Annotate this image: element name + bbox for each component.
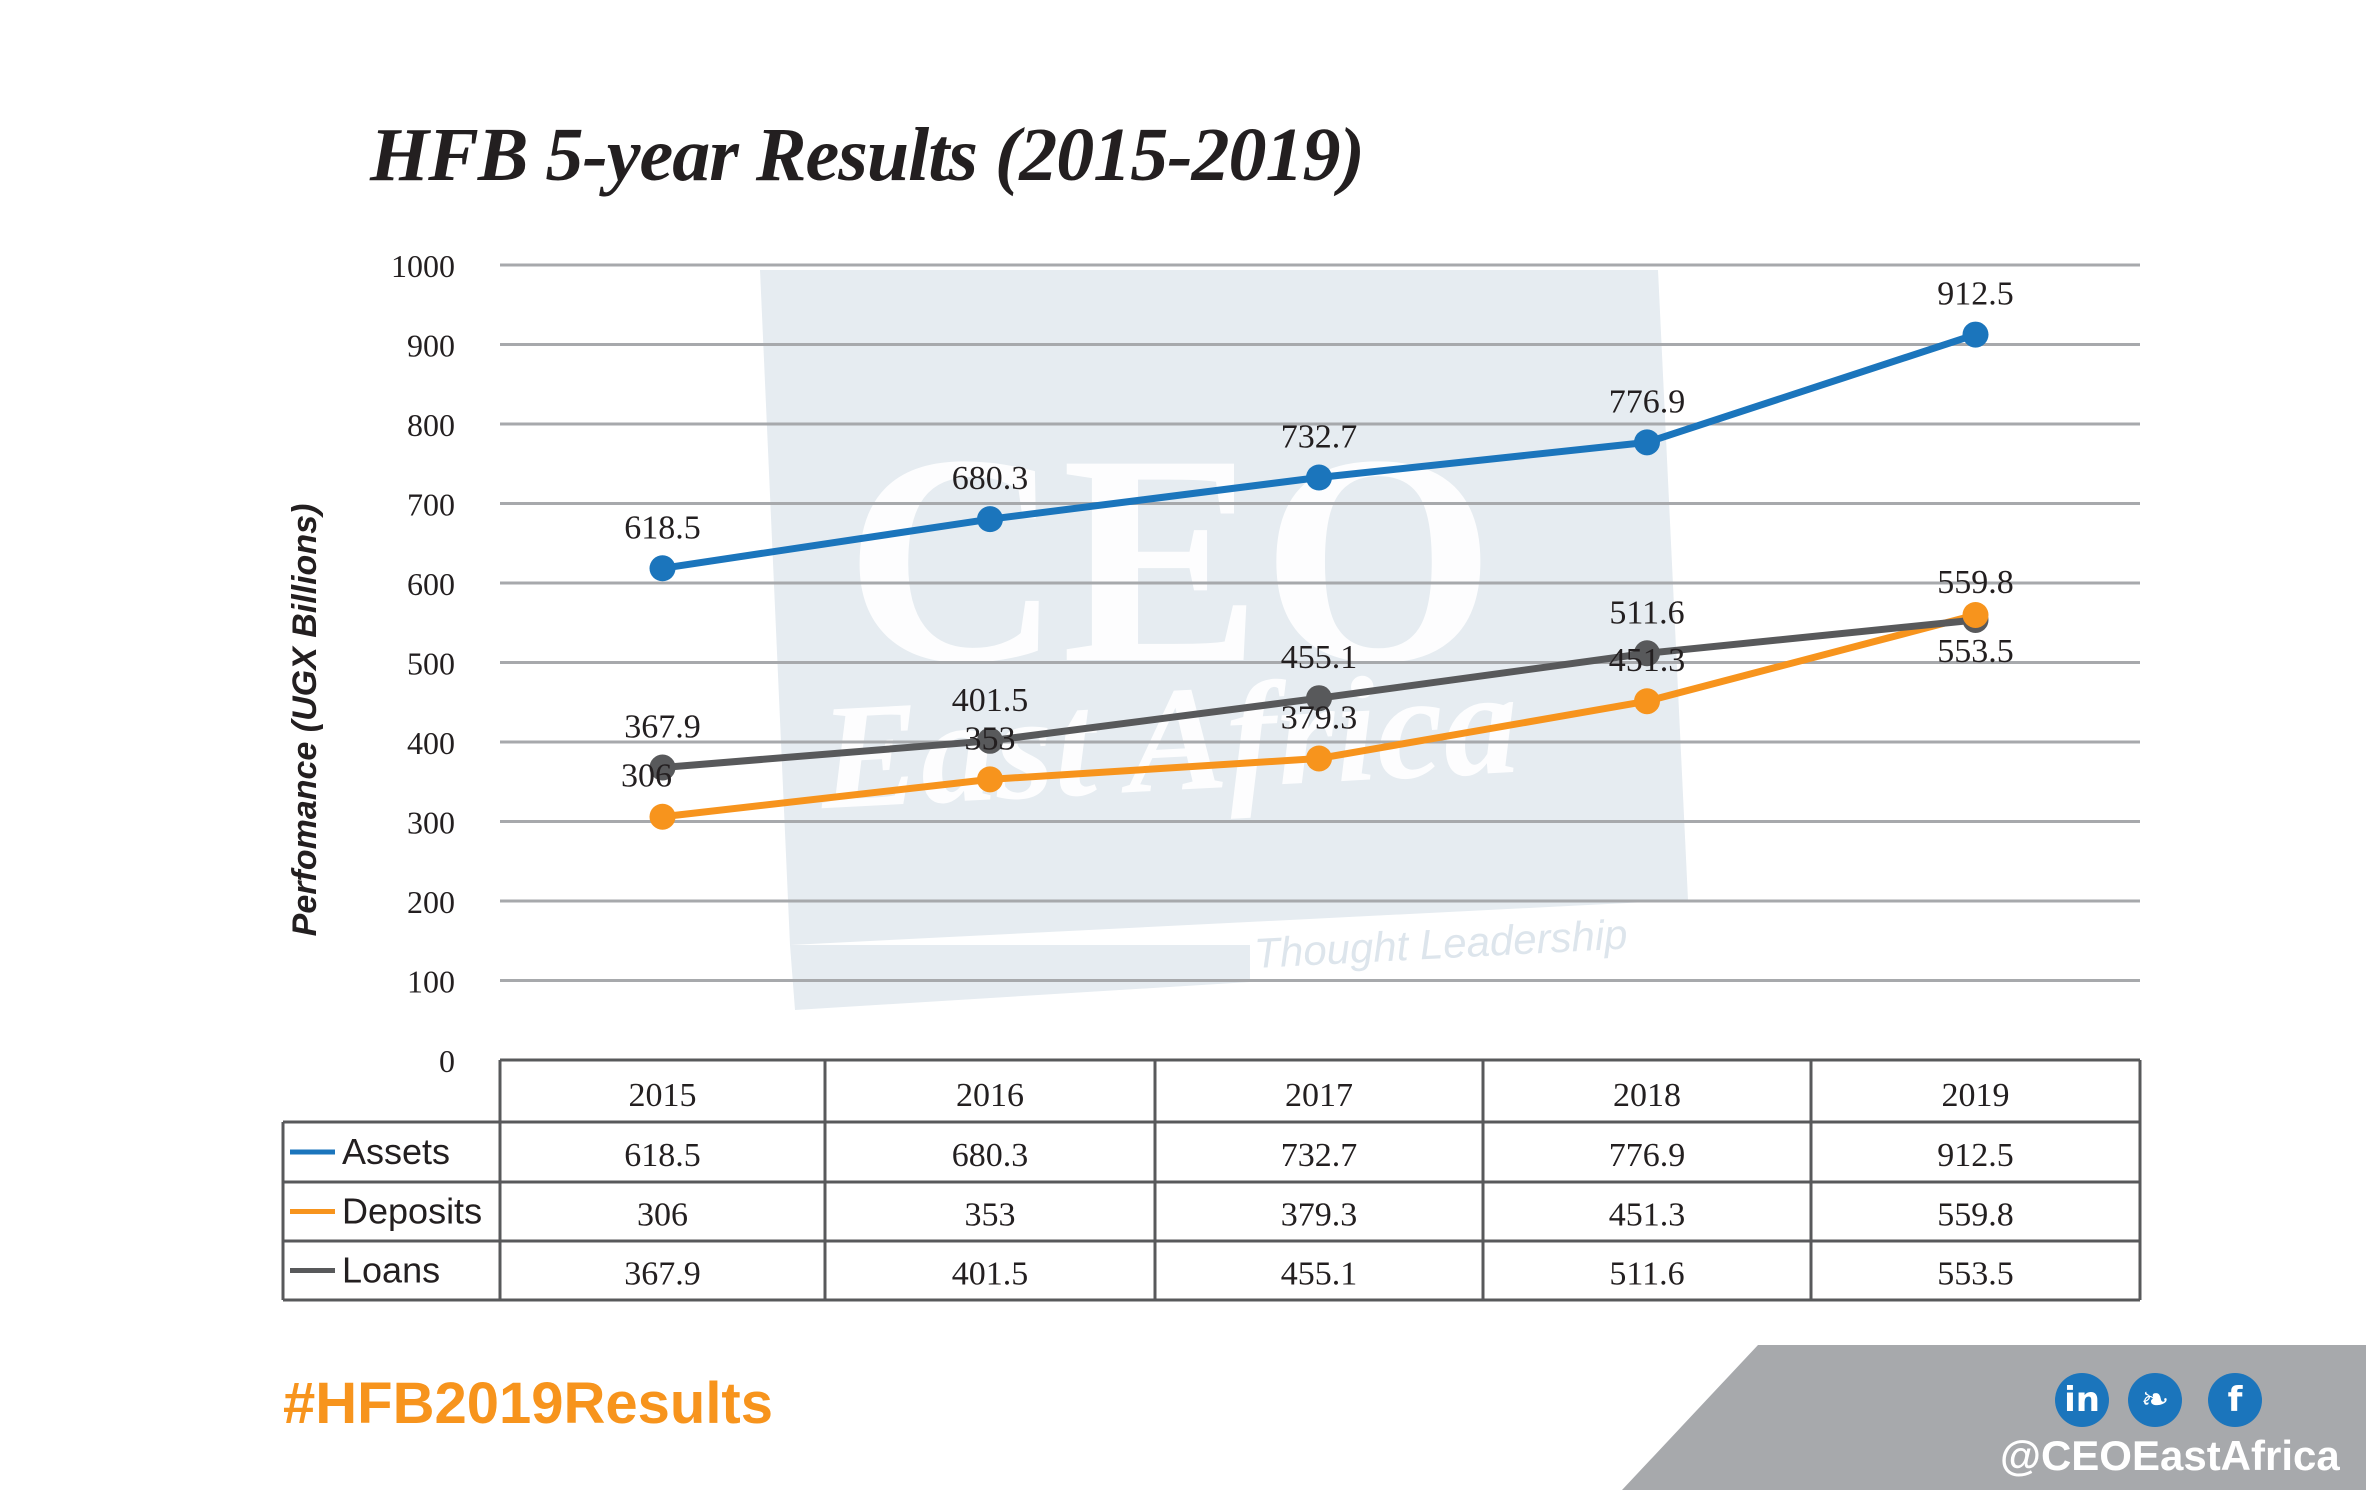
table-cell: 511.6	[1609, 1256, 1684, 1293]
table-cell: 455.1	[1281, 1256, 1358, 1293]
table-cell: 776.9	[1609, 1137, 1686, 1174]
y-tick-label: 100	[407, 964, 455, 1000]
data-label-loans: 455.1	[1281, 639, 1358, 676]
y-tick-label: 1000	[391, 248, 455, 284]
marker-deposits	[1634, 688, 1660, 715]
data-label-assets: 776.9	[1609, 383, 1686, 420]
facebook-icon[interactable]: f	[2208, 1373, 2262, 1427]
y-tick-label: 500	[407, 646, 455, 682]
data-label-loans: 367.9	[624, 709, 701, 746]
y-tick-label: 800	[407, 407, 455, 443]
x-tick-label: 2016	[956, 1077, 1024, 1114]
y-tick-label: 400	[407, 725, 455, 761]
y-tick-label: 700	[407, 487, 455, 523]
table-cell: 367.9	[624, 1256, 701, 1293]
data-label-deposits: 353	[965, 720, 1016, 757]
y-tick-label: 900	[407, 328, 455, 364]
data-label-deposits: 451.3	[1609, 642, 1686, 679]
table-cell: 680.3	[952, 1137, 1029, 1174]
data-label-deposits: 306	[621, 758, 672, 795]
hashtag: #HFB2019Results	[283, 1371, 773, 1436]
table-cell: 553.5	[1937, 1256, 2014, 1293]
y-axis: 0 100 200 300 400 500 600 700 800 900 1000	[391, 248, 455, 1079]
marker-assets	[1306, 464, 1332, 491]
table-cell: 379.3	[1281, 1197, 1358, 1234]
series-markers	[649, 321, 1989, 830]
table-cell: 451.3	[1609, 1197, 1686, 1234]
gridlines	[500, 263, 2140, 982]
marker-deposits	[1962, 601, 1989, 628]
x-tick-label: 2017	[1285, 1077, 1353, 1114]
y-tick-label: 0	[439, 1043, 455, 1079]
data-labels: 618.5 680.3 732.7 776.9 912.5 306 353 379.3 451.…	[621, 276, 2014, 795]
y-tick-label: 600	[407, 566, 455, 602]
data-label-assets: 912.5	[1937, 276, 2014, 313]
marker-loans	[649, 754, 676, 781]
data-label-loans: 553.5	[1937, 633, 2014, 670]
marker-loans	[977, 727, 1003, 754]
data-label-deposits: 559.8	[1937, 564, 2014, 601]
data-label-assets: 618.5	[624, 509, 701, 546]
data-label-loans: 511.6	[1609, 594, 1684, 631]
table-cell: 559.8	[1937, 1197, 2014, 1234]
marker-loans	[1634, 640, 1660, 667]
table-cell: 912.5	[1937, 1137, 2014, 1174]
y-tick-label: 300	[407, 805, 455, 841]
data-label-assets: 680.3	[952, 460, 1029, 497]
table-cell: 732.7	[1281, 1137, 1358, 1174]
marker-assets	[1962, 321, 1989, 348]
legend-label-deposits: Deposits	[342, 1191, 482, 1232]
table-cell: 618.5	[624, 1137, 701, 1174]
x-tick-label: 2015	[629, 1077, 697, 1114]
watermark-ceo: CEO	[845, 393, 1495, 725]
marker-assets	[1634, 429, 1660, 456]
marker-loans	[1306, 685, 1332, 712]
watermark-lower-strip	[790, 945, 1250, 1010]
legend-label-loans: Loans	[342, 1250, 440, 1291]
x-tick-label: 2018	[1613, 1077, 1681, 1114]
marker-assets	[649, 555, 676, 582]
twitter-icon[interactable]: ❧	[2128, 1373, 2182, 1427]
marker-deposits	[977, 766, 1003, 793]
table-cell: 353	[965, 1197, 1016, 1234]
social-handle: @CEOEastAfrica	[2000, 1432, 2340, 1479]
linkedin-icon[interactable]: in	[2055, 1373, 2109, 1427]
marker-assets	[977, 506, 1003, 533]
marker-deposits	[1306, 745, 1332, 772]
marker-deposits	[649, 803, 676, 830]
data-label-deposits: 379.3	[1281, 699, 1358, 736]
chart-title: HFB 5-year Results (2015-2019)	[370, 113, 1365, 197]
y-tick-label: 200	[407, 884, 455, 920]
y-axis-label: Perfomance (UGX Billions)	[286, 504, 324, 937]
table-cell: 306	[637, 1197, 688, 1234]
data-label-assets: 732.7	[1281, 419, 1358, 456]
data-label-loans: 401.5	[952, 682, 1029, 719]
footer-banner-shape	[1622, 1345, 2366, 1490]
data-table: 2015 2016 2017 2018 2019 Assets 618.5 680.3 732.…	[281, 1058, 2142, 1302]
table-cell: 401.5	[952, 1256, 1029, 1293]
x-tick-label: 2019	[1942, 1077, 2010, 1114]
legend-label-assets: Assets	[342, 1131, 450, 1172]
